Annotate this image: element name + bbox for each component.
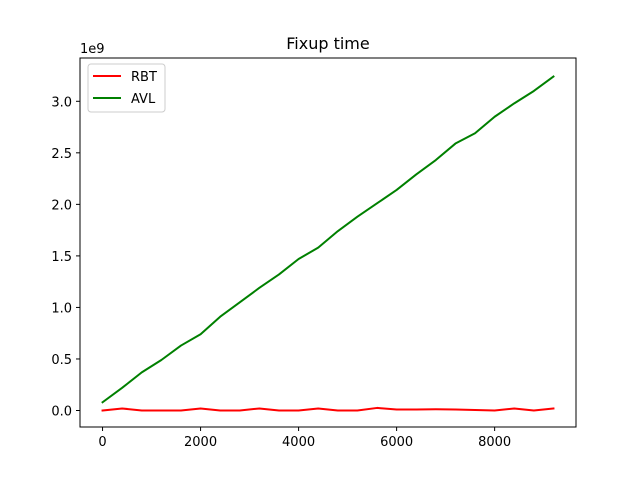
y-tick-label: 0.0 xyxy=(51,405,72,420)
legend: RBT AVL xyxy=(87,63,166,113)
y-tick-label: 1.5 xyxy=(51,250,72,265)
y-tick-label: 3.0 xyxy=(51,95,72,110)
chart-title: Fixup time xyxy=(286,34,369,53)
x-tick-label: 0 xyxy=(98,435,106,450)
y-tick-label: 2.0 xyxy=(51,198,72,213)
x-tick-label: 6000 xyxy=(380,435,413,450)
x-tick-label: 8000 xyxy=(478,435,511,450)
legend-label-avl: AVL xyxy=(131,92,156,107)
legend-label-rbt: RBT xyxy=(131,70,157,85)
y-offset-label: 1e9 xyxy=(80,42,105,57)
series-line-rbt xyxy=(101,406,555,412)
series-line-avl xyxy=(101,75,555,404)
x-tick-label: 2000 xyxy=(184,435,217,450)
y-tick-label: 2.5 xyxy=(51,147,72,162)
axes: 0 2000 4000 6000 8000 0.0 0.5 1.0 1.5 2.0 2.5 3.0 xyxy=(51,57,577,450)
x-tick-label: 4000 xyxy=(282,435,315,450)
plot-area xyxy=(101,75,555,412)
axes-frame xyxy=(79,57,577,428)
y-tick-label: 0.5 xyxy=(51,353,72,368)
y-tick-label: 1.0 xyxy=(51,301,72,316)
